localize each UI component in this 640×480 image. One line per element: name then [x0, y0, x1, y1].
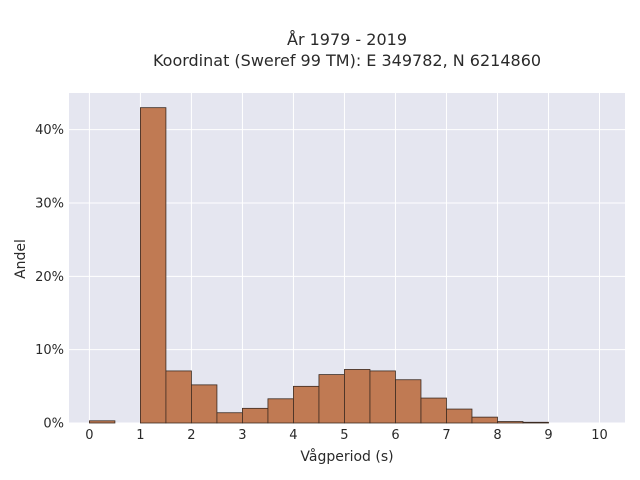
- histogram-bar: [89, 420, 116, 424]
- histogram-bar: [446, 408, 473, 424]
- histogram-bar: [522, 421, 549, 424]
- y-tick-label: 30%: [35, 197, 64, 212]
- x-tick-label: 9: [544, 428, 552, 443]
- x-axis-label: Vågperiod (s): [300, 448, 393, 465]
- x-tick-label: 4: [289, 428, 297, 443]
- histogram-bar: [420, 397, 447, 424]
- histogram-bar: [165, 370, 192, 424]
- x-tick-label: 8: [493, 428, 501, 443]
- histogram-bar: [216, 412, 243, 424]
- histogram-bar: [497, 421, 524, 424]
- bars: [89, 107, 549, 424]
- y-tick-label: 40%: [35, 123, 64, 138]
- histogram-bar: [293, 385, 320, 424]
- y-tick-label: 10%: [35, 343, 64, 358]
- histogram-bar: [344, 369, 371, 424]
- histogram-bar: [267, 398, 294, 424]
- histogram-bar: [471, 416, 498, 424]
- histogram-bar: [191, 384, 218, 424]
- histogram-bar: [318, 374, 345, 424]
- x-tick-label: 3: [238, 428, 246, 443]
- x-axis-ticks: 0 1 2 3 4 5 6 7 8 9 10: [85, 428, 608, 443]
- x-tick-label: 0: [85, 428, 93, 443]
- chart-title-line1: År 1979 - 2019: [287, 30, 407, 49]
- x-tick-label: 10: [591, 428, 608, 443]
- x-tick-label: 1: [136, 428, 144, 443]
- chart-title-line2: Koordinat (Sweref 99 TM): E 349782, N 62…: [153, 51, 541, 70]
- histogram-bar: [242, 407, 269, 424]
- y-tick-label: 20%: [35, 270, 64, 285]
- y-axis-ticks: 0% 10% 20% 30% 40%: [35, 123, 64, 431]
- histogram-bar: [395, 379, 422, 424]
- x-tick-label: 2: [187, 428, 195, 443]
- x-tick-label: 6: [391, 428, 399, 443]
- x-tick-label: 7: [442, 428, 450, 443]
- x-tick-label: 5: [340, 428, 348, 443]
- histogram-bar: [369, 370, 396, 424]
- y-tick-label: 0%: [43, 417, 64, 432]
- y-axis-label: Andel: [13, 239, 29, 279]
- histogram-bar: [140, 107, 167, 424]
